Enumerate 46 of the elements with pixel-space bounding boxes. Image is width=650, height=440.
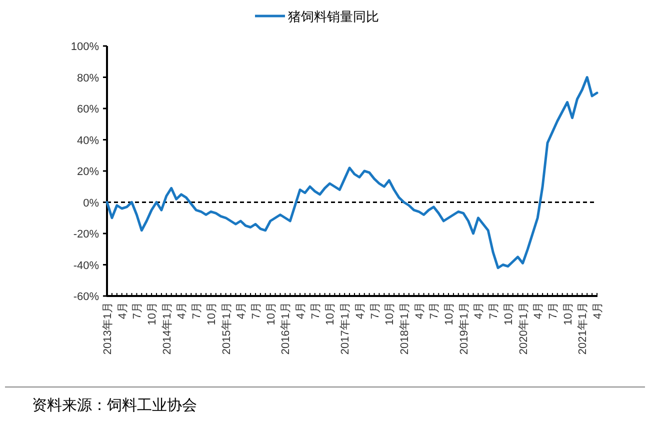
x-tick-label: 10月 <box>562 302 574 326</box>
x-tick-label: 2019年1月 <box>458 302 470 355</box>
x-tick-label: 7月 <box>369 302 382 320</box>
y-tick-label: 100% <box>70 41 100 53</box>
x-tick-label: 4月 <box>354 302 366 320</box>
x-tick-label: 2013年1月 <box>102 302 114 355</box>
text: 资料来源：饲料工业协会 <box>32 397 197 414</box>
x-tick-label: 7月 <box>191 302 204 320</box>
x-tick-label: 2017年1月 <box>340 302 352 355</box>
y-tick-label: -40% <box>73 260 100 272</box>
y-tick-label: -60% <box>73 291 100 303</box>
x-tick-label: 4月 <box>592 302 604 320</box>
y-tick-label: 20% <box>76 166 100 178</box>
y-tick-label: 60% <box>76 104 100 116</box>
x-tick-label: 2020年1月 <box>518 302 530 355</box>
legend: 猪饲料销量同比 <box>255 9 379 24</box>
x-tick-label: 4月 <box>116 302 129 320</box>
x-tick-label: 4月 <box>473 302 486 320</box>
x-tick-label: 10月 <box>265 302 278 326</box>
x-tick-label: 10月 <box>146 302 159 326</box>
x-tick-label: 10月 <box>324 302 337 326</box>
x-tick-label: 7月 <box>488 302 500 320</box>
x-tick-label: 4月 <box>532 302 545 320</box>
x-tick-label: 7月 <box>428 302 441 320</box>
y-tick-label: 0% <box>83 197 100 210</box>
x-tick-label: 10月 <box>502 302 515 326</box>
x-tick-label: 4月 <box>414 302 426 320</box>
legend-label: 猪饲料销量同比 <box>288 9 379 24</box>
x-tick-label: 2021年1月 <box>577 302 590 355</box>
x-tick-label: 7月 <box>250 302 262 320</box>
x-tick-label: 2014年1月 <box>161 302 174 355</box>
x-tick-label: 4月 <box>295 302 308 320</box>
x-tick-label: 10月 <box>384 302 396 326</box>
x-tick-label: 2016年1月 <box>280 302 292 355</box>
x-tick-label: 4月 <box>236 302 248 320</box>
y-tick-label: 40% <box>76 134 100 147</box>
x-tick-label: 10月 <box>206 302 218 326</box>
x-tick-label: 2015年1月 <box>220 302 233 355</box>
x-tick-label: 7月 <box>547 302 560 320</box>
x-tick-label: 7月 <box>310 302 322 320</box>
x-tick-label: 10月 <box>444 302 456 326</box>
x-tick-label: 2018年1月 <box>398 302 411 355</box>
x-tick-label: 4月 <box>176 302 188 320</box>
x-tick-label: 7月 <box>132 302 144 320</box>
y-tick-label: -20% <box>73 228 100 240</box>
y-tick-label: 80% <box>76 72 100 84</box>
